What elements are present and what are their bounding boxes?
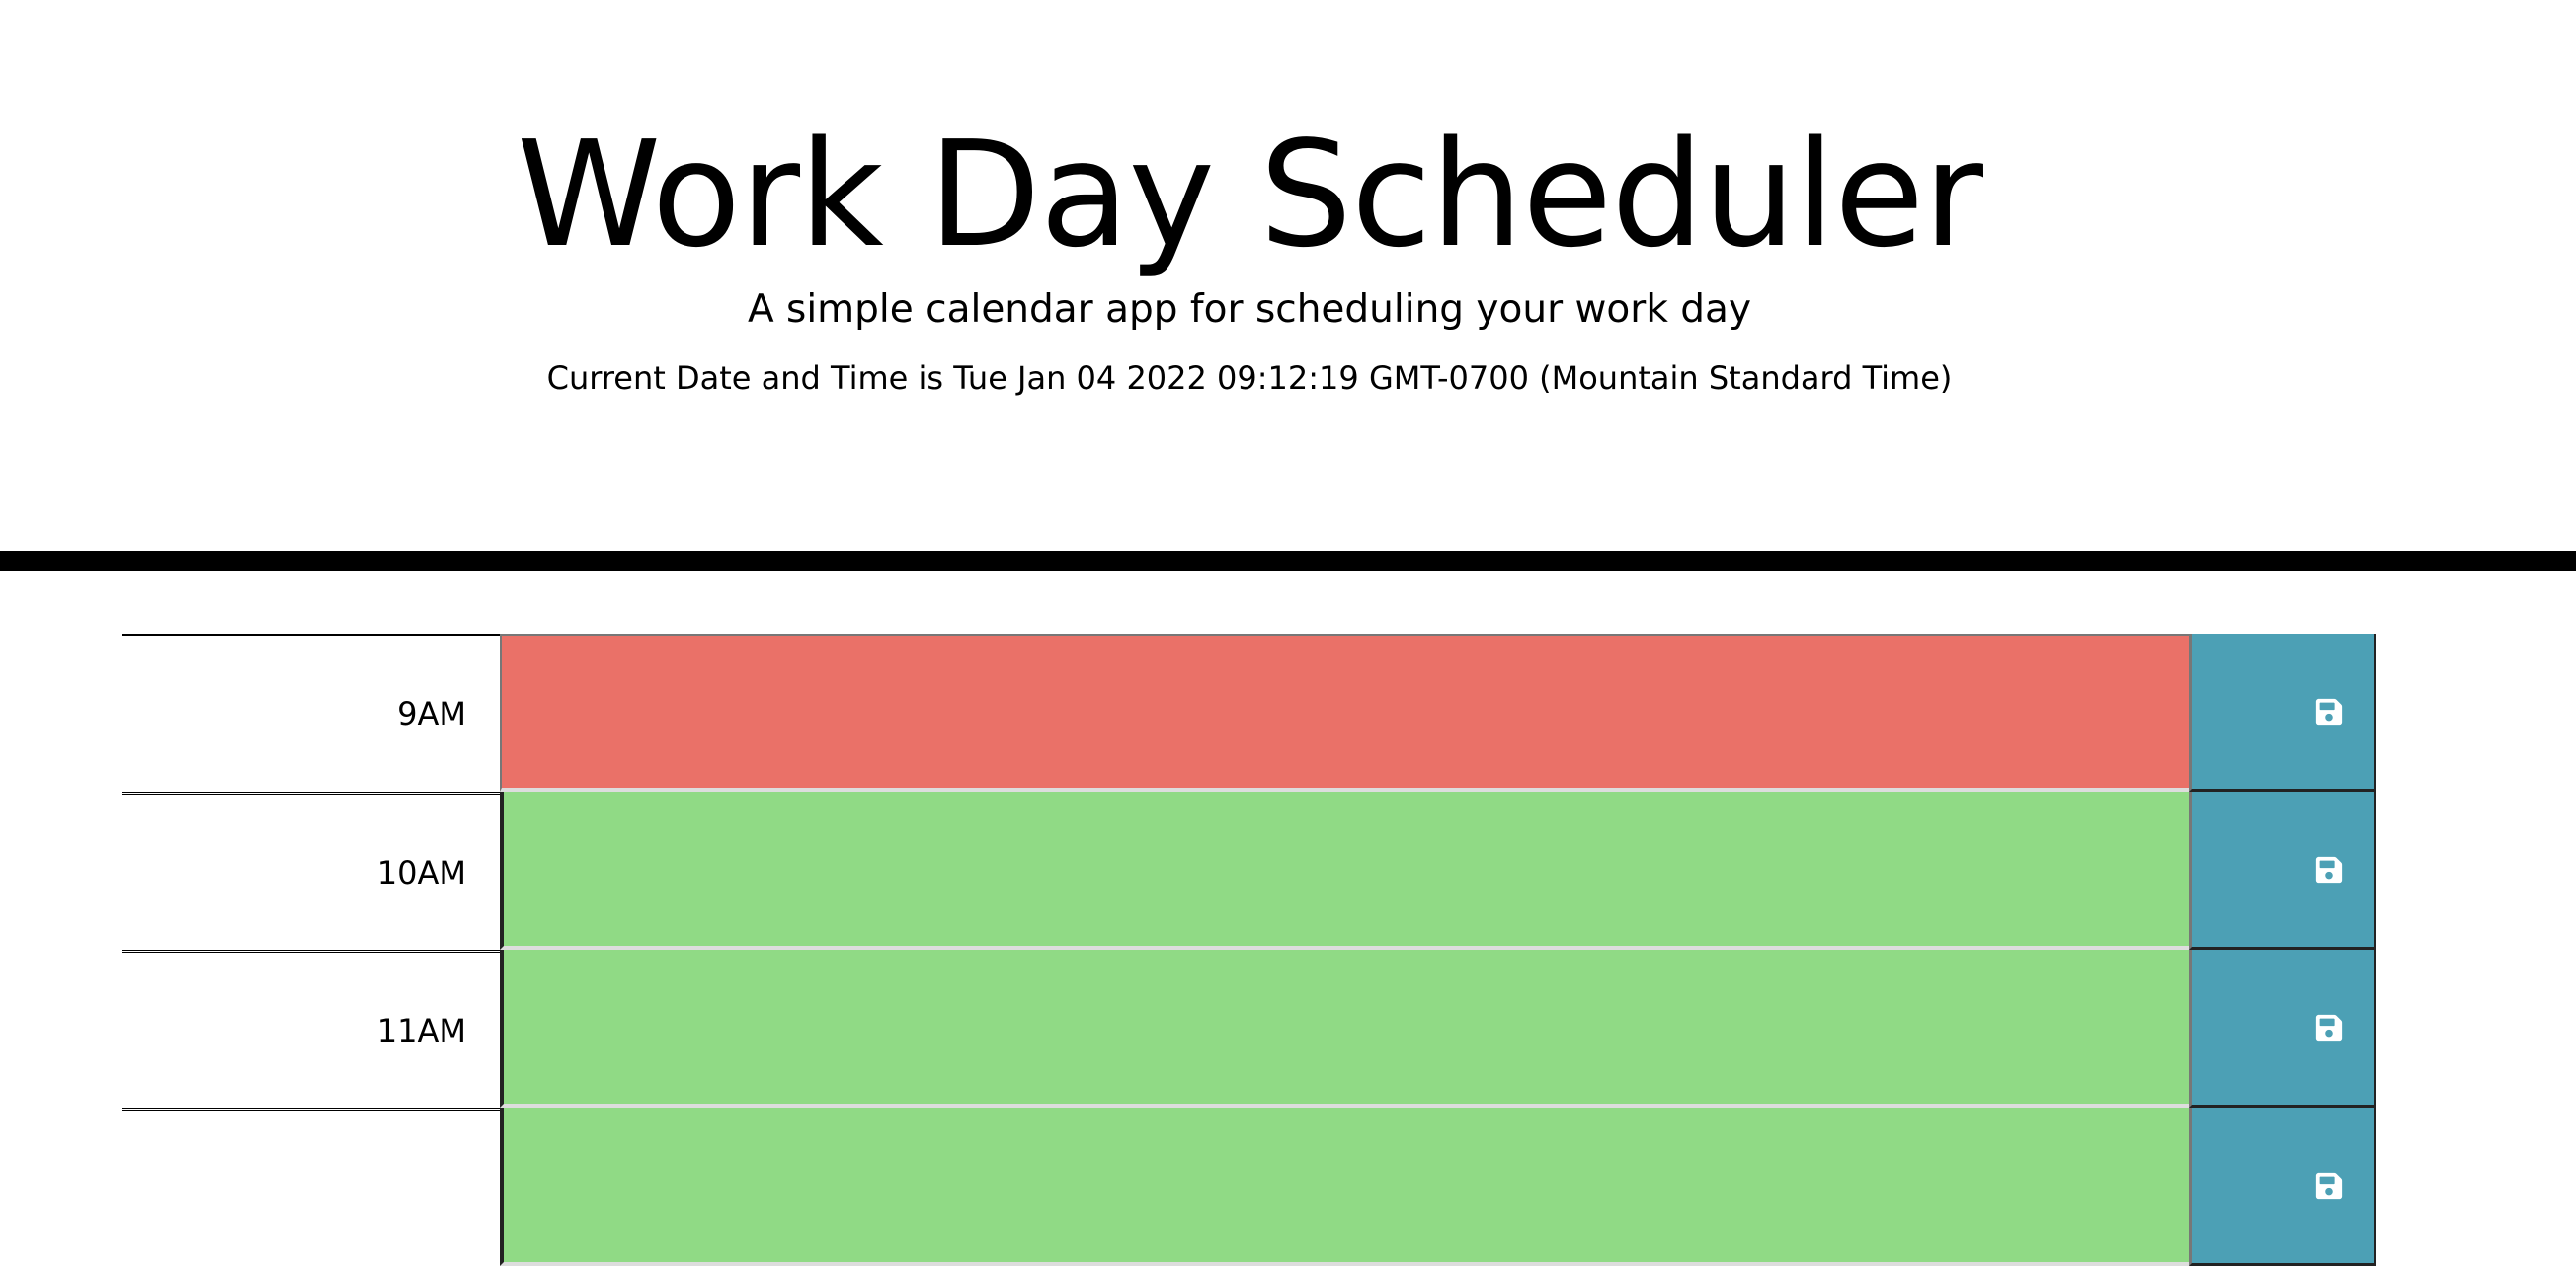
- event-description-input[interactable]: [500, 792, 2189, 950]
- floppy-disk-icon: [2314, 855, 2344, 885]
- floppy-disk-icon: [2314, 1171, 2344, 1201]
- floppy-disk-icon: [2314, 697, 2344, 727]
- time-block-12pm: [122, 1108, 2376, 1266]
- time-block-11am: 11AM: [122, 950, 2376, 1108]
- save-button[interactable]: [2189, 950, 2376, 1108]
- event-description-input[interactable]: [500, 950, 2189, 1108]
- event-description-input[interactable]: [500, 1108, 2189, 1266]
- page-header: Work Day Scheduler A simple calendar app…: [0, 0, 2576, 551]
- hour-label: 11AM: [122, 950, 500, 1108]
- event-description-input[interactable]: [500, 634, 2189, 792]
- hour-label: [122, 1108, 500, 1266]
- header-divider: [0, 551, 2576, 571]
- save-button[interactable]: [2189, 792, 2376, 950]
- page-subtitle: A simple calendar app for scheduling you…: [747, 287, 1752, 332]
- current-date-time: Current Date and Time is Tue Jan 04 2022…: [546, 359, 1953, 397]
- hour-label: 10AM: [122, 792, 500, 950]
- save-button[interactable]: [2189, 634, 2376, 792]
- time-block-9am: 9AM: [122, 634, 2376, 792]
- floppy-disk-icon: [2314, 1013, 2344, 1043]
- schedule-container: 9AM 10AM 11AM: [122, 634, 2376, 1266]
- save-button[interactable]: [2189, 1108, 2376, 1266]
- time-block-10am: 10AM: [122, 792, 2376, 950]
- page-title: Work Day Scheduler: [516, 110, 1983, 279]
- hour-label: 9AM: [122, 634, 500, 792]
